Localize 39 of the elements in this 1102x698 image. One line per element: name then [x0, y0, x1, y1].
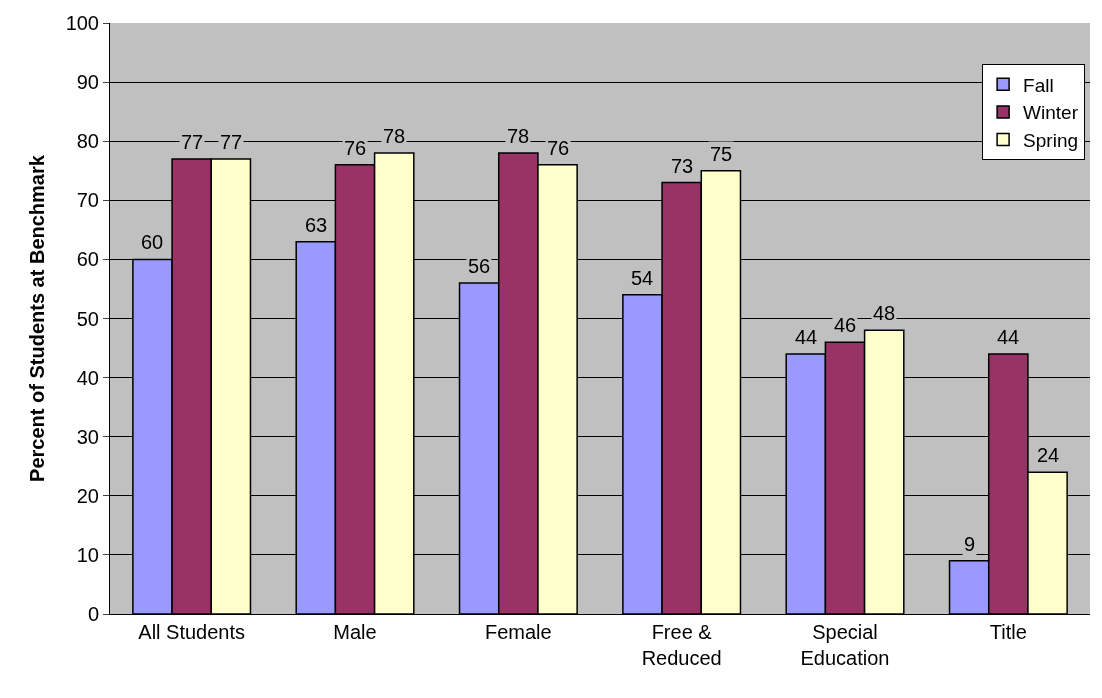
- y-tick-label: 60: [76, 248, 99, 271]
- data-label: 63: [305, 214, 328, 236]
- data-label: 44: [795, 326, 818, 348]
- x-tick-label: Male: [333, 621, 377, 643]
- y-tick-label: 10: [76, 543, 99, 566]
- data-label: 78: [507, 125, 530, 147]
- data-label: 60: [141, 231, 164, 253]
- y-axis-title: Percent of Students at Benchmark: [26, 154, 49, 482]
- data-label: 48: [873, 302, 896, 324]
- data-label: 76: [547, 137, 570, 159]
- data-label: 56: [468, 255, 491, 277]
- y-tick-label: 90: [76, 71, 99, 94]
- data-label: 9: [964, 533, 976, 555]
- x-tick-label: Female: [484, 621, 552, 643]
- x-tick-label: Title: [989, 621, 1027, 643]
- legend-label: Spring: [1023, 130, 1079, 152]
- data-label: 78: [383, 125, 406, 147]
- y-tick-label: 30: [76, 425, 99, 448]
- y-tick-label: 40: [76, 366, 99, 389]
- legend-label: Winter: [1023, 102, 1079, 124]
- y-tick-label: 100: [65, 12, 99, 34]
- data-label: 77: [181, 131, 204, 153]
- data-label: 54: [631, 267, 654, 289]
- x-tick-label: Special Education: [800, 621, 890, 669]
- y-tick-label: 50: [76, 307, 99, 330]
- x-tick-label: Free & Reduced: [641, 621, 722, 669]
- data-label: 46: [834, 314, 857, 336]
- data-label: 75: [710, 143, 733, 165]
- legend-label: Fall: [1023, 74, 1054, 96]
- y-tick-label: 80: [76, 130, 99, 153]
- data-label: 73: [671, 155, 694, 177]
- y-tick-label: 0: [87, 603, 99, 625]
- data-label: 77: [220, 131, 243, 153]
- data-label: 76: [344, 137, 367, 159]
- data-label: 44: [997, 326, 1020, 348]
- data-label: 24: [1037, 444, 1060, 466]
- y-tick-label: 70: [76, 189, 99, 212]
- y-tick-label: 20: [76, 484, 99, 507]
- x-tick-label: All Students: [138, 621, 246, 643]
